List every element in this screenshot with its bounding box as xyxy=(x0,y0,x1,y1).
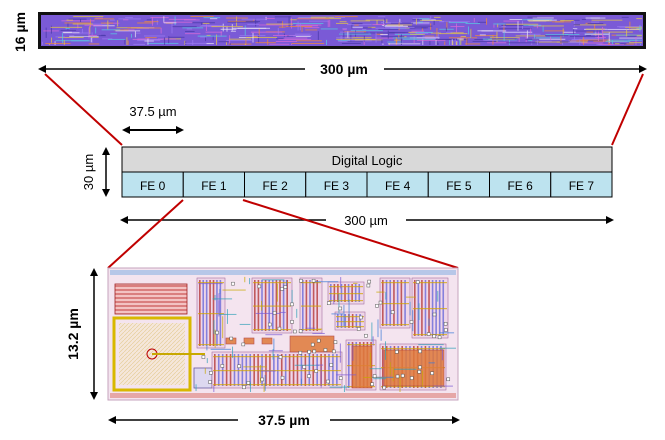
fe-cell: FE 6 xyxy=(489,171,552,198)
fe-label: FE 7 xyxy=(569,179,595,193)
fe-detail-layout xyxy=(107,267,459,401)
block-width-label: 300 µm xyxy=(344,213,388,228)
fe-cell: FE 7 xyxy=(550,171,613,198)
fe-label: FE 0 xyxy=(140,179,166,193)
block-height-label: 30 µm xyxy=(81,154,96,190)
fe-height-label: 13.2 µm xyxy=(65,308,81,360)
digital-logic-block xyxy=(121,146,613,173)
block-height-dimension: 30 µm xyxy=(81,147,110,197)
top-width-dimension: 300 µm xyxy=(38,61,647,77)
zoom-lines-lower xyxy=(107,199,459,269)
fe-cell: FE 5 xyxy=(427,171,490,198)
fe-width-label: 37.5 µm xyxy=(129,104,176,119)
fe-width-dimension: 37.5 µm xyxy=(122,104,184,134)
strip-layout-texture xyxy=(42,16,642,45)
fe-label: FE 3 xyxy=(324,179,350,193)
fe-label: FE 4 xyxy=(385,179,411,193)
block-diagram: Digital Logic FE 0 FE 1 FE 2 FE 3 FE 4 FE 5 FE… xyxy=(121,146,613,198)
fe-cell: FE 2 xyxy=(244,171,307,198)
fe-label: FE 6 xyxy=(507,179,533,193)
top-layout-strip xyxy=(38,12,646,49)
fe-label: FE 2 xyxy=(262,179,288,193)
block-width-dimension: 300 µm xyxy=(120,213,614,228)
top-width-label: 300 µm xyxy=(320,61,368,77)
fe-cell: FE 0 xyxy=(121,171,184,198)
fe-layout-width-dimension: 37.5 µm xyxy=(108,412,460,428)
fe-cell: FE 3 xyxy=(305,171,368,198)
frontend-row: FE 0 FE 1 FE 2 FE 3 FE 4 FE 5 FE 6 FE 7 xyxy=(121,171,613,198)
fe-layout-texture xyxy=(195,276,456,392)
fe-label: FE 5 xyxy=(446,179,472,193)
digital-logic-label: Digital Logic xyxy=(332,153,403,168)
fe-cell: FE 1 xyxy=(182,171,245,198)
fe-label: FE 1 xyxy=(201,179,227,193)
fe-cell: FE 4 xyxy=(366,171,429,198)
fe-layout-width-label: 37.5 µm xyxy=(258,412,310,428)
zoom-lines-upper xyxy=(44,73,644,146)
top-height-label: 16 µm xyxy=(12,12,28,52)
fe-height-dimension: 13.2 µm xyxy=(65,268,98,400)
